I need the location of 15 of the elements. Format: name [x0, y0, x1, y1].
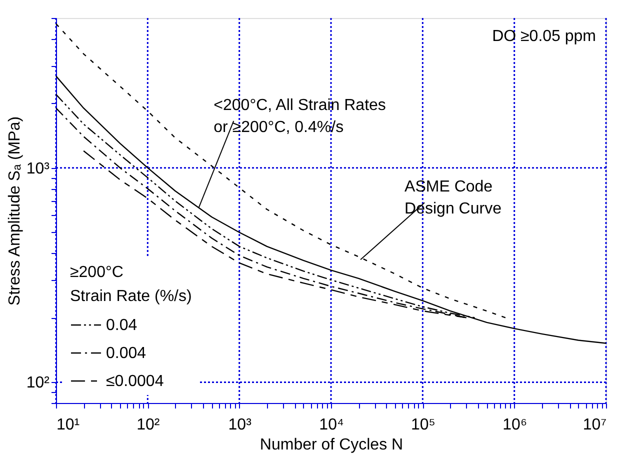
legend-label: 0.004: [106, 345, 146, 362]
x-tick-label: 10⁶: [502, 416, 528, 434]
x-tick-label: 10⁵: [410, 416, 436, 434]
annotation: DO ≥0.05 ppm: [492, 28, 596, 45]
x-tick-label: 10⁷: [582, 416, 607, 434]
x-tick-label: 10⁴: [319, 416, 344, 434]
x-tick-label: 10³: [228, 416, 252, 434]
x-tick-label: 10¹: [56, 416, 80, 434]
annotation: <200°C, All Strain Rates or ≥200°C, 0.4%/s: [214, 96, 386, 136]
legend-label: ≤0.0004: [106, 373, 164, 390]
legend-title: ≥200°C Strain Rate (%/s): [70, 264, 192, 305]
x-tick-label: 10²: [136, 416, 160, 434]
legend-label: 0.04: [106, 317, 138, 334]
x-axis-title: Number of Cycles N: [260, 436, 404, 454]
y-axis-title: Stress Amplitude Sₐ (MPa): [6, 116, 24, 306]
